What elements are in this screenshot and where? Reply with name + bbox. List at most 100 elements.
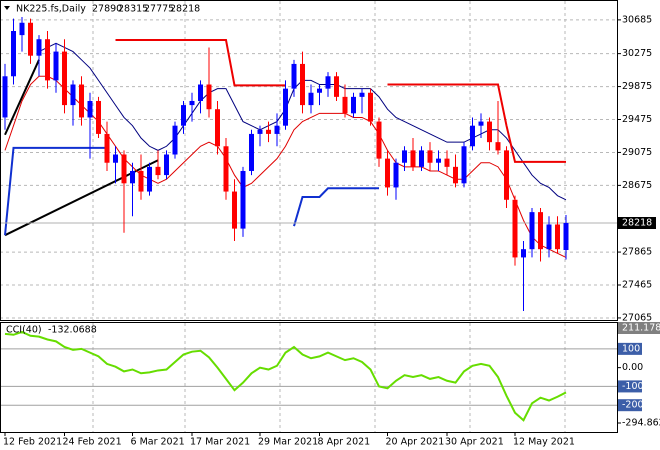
cci-tick-box <box>618 342 642 355</box>
x-tick-label: 12 Feb 2021 <box>3 437 62 448</box>
indicator-line <box>115 39 566 163</box>
candle-body <box>376 121 382 159</box>
candle-body <box>19 22 25 36</box>
trendline <box>4 59 40 136</box>
candle-body <box>53 51 59 81</box>
cci-y-tick-label: -200 <box>622 400 644 411</box>
candle-body <box>70 84 76 106</box>
header-open: 27890 <box>92 4 122 15</box>
x-tick-label: 12 May 2021 <box>513 437 575 448</box>
candle-body <box>410 150 416 167</box>
candle-body <box>453 166 458 184</box>
y-tick-label: 29075 <box>622 147 652 158</box>
candle-body <box>317 88 322 93</box>
candle-body <box>2 76 8 118</box>
y-tick-label: 30275 <box>622 48 652 59</box>
candle-body <box>181 105 186 126</box>
candle-body <box>274 125 280 134</box>
candle-body <box>206 84 212 110</box>
candle-body <box>121 154 127 184</box>
cci-y-tick-label: -294.862 <box>622 418 660 429</box>
candle-body <box>563 223 569 251</box>
candle-body <box>28 22 33 56</box>
y-tick-label: 29475 <box>622 114 652 125</box>
y-tick-label: 29875 <box>622 81 652 92</box>
x-tick-label: 30 Apr 2021 <box>445 437 504 448</box>
candle-body <box>325 76 331 89</box>
candle-body <box>257 129 263 134</box>
candle-body <box>45 39 50 81</box>
y-tick-label: 27865 <box>622 247 652 258</box>
cci-current: -132.0688 <box>48 325 97 336</box>
candle-body <box>36 39 42 56</box>
candle-body <box>470 125 475 147</box>
candle-body <box>138 170 144 192</box>
cci-y-tick-label: 100 <box>622 343 640 354</box>
candle-body <box>444 158 450 167</box>
cci-line <box>4 330 567 422</box>
candle-body <box>96 100 101 134</box>
candle-body <box>249 133 254 171</box>
cci-y-tick-label: 211.1788 <box>622 323 660 334</box>
candle-body <box>351 96 356 114</box>
candle-body <box>495 142 501 151</box>
candle-body <box>504 150 509 200</box>
candle-body <box>419 150 424 167</box>
candle-body <box>334 76 339 97</box>
cci-y-tick-label: 0.00 <box>622 362 643 373</box>
candle-body <box>436 158 441 163</box>
candle-body <box>308 92 314 106</box>
candle-body <box>342 96 348 114</box>
candle-body <box>478 121 484 126</box>
candle-body <box>240 170 246 229</box>
candle-body <box>232 191 237 229</box>
candle-body <box>189 100 195 106</box>
candle-body <box>487 121 492 143</box>
candle-body <box>11 30 16 77</box>
candle-body <box>393 162 399 188</box>
cci-tick-box <box>618 322 660 334</box>
candle-body <box>529 212 535 250</box>
cci-title: CCI(40) <box>6 325 42 336</box>
candle-body <box>538 212 543 250</box>
cci-y-tick-label: -100 <box>622 381 644 392</box>
header-low: 27775 <box>144 4 174 15</box>
candle-body <box>300 63 305 106</box>
y-tick-label: 30685 <box>622 14 652 25</box>
candle-body <box>546 224 552 250</box>
candle-body <box>368 92 373 122</box>
candle-body <box>155 166 161 176</box>
menu-arrow <box>4 6 10 10</box>
candle-body <box>87 100 93 118</box>
x-tick-label: 17 Mar 2021 <box>190 437 250 448</box>
header-close: 28218 <box>170 4 200 15</box>
candle-body <box>266 129 271 134</box>
cci-tick-box <box>618 399 642 412</box>
candle-body <box>512 199 518 258</box>
y-tick-label: 28675 <box>622 180 652 191</box>
last-price-box <box>618 217 656 230</box>
candle-body <box>172 125 178 155</box>
candle-body <box>283 88 288 126</box>
candle-body <box>521 249 526 258</box>
candle-body <box>385 158 390 188</box>
candle-body <box>461 146 467 184</box>
candle-body <box>402 150 407 163</box>
candle-body <box>79 84 84 118</box>
main-panel-frame <box>0 0 618 321</box>
candle-body <box>104 133 110 163</box>
candle-body <box>62 51 67 106</box>
last-price-label: 28218 <box>622 218 652 229</box>
x-tick-label: 6 Mar 2021 <box>131 437 185 448</box>
candle-body <box>427 150 433 163</box>
header-high: 28315 <box>118 4 148 15</box>
x-tick-label: 24 Feb 2021 <box>63 437 122 448</box>
x-tick-label: 8 Apr 2021 <box>318 437 371 448</box>
candle-body <box>130 170 135 184</box>
cci-panel-frame <box>0 322 618 433</box>
cci-tick-box <box>618 380 642 393</box>
candle-body <box>147 166 152 192</box>
